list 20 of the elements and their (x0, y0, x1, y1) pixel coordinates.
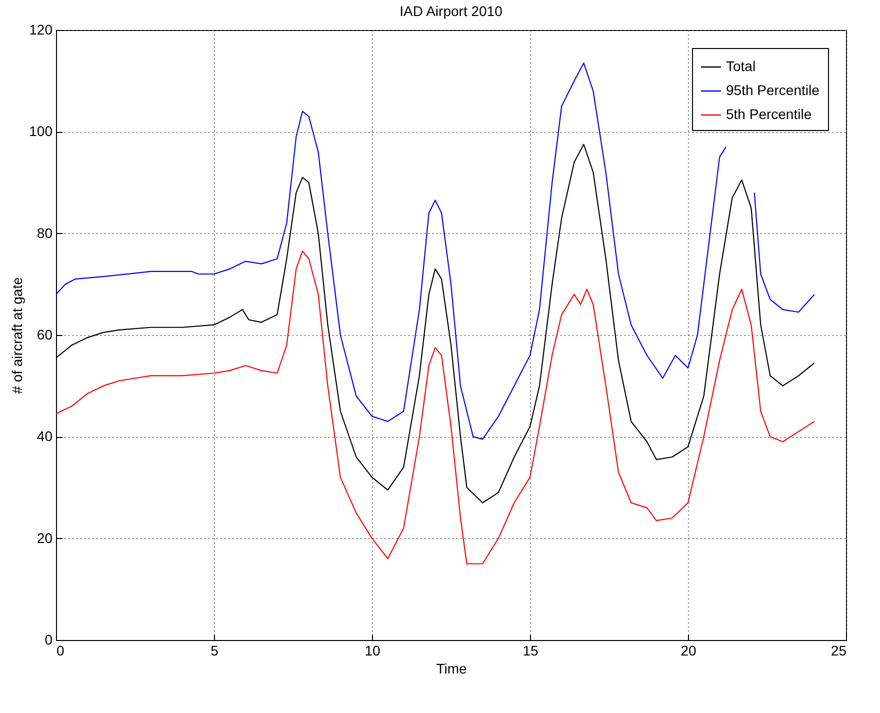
y-tick-label: 40 (36, 428, 53, 444)
x-tick-label: 25 (830, 642, 847, 658)
y-tick-label: 80 (36, 224, 53, 241)
y-tick-label: 20 (36, 530, 53, 546)
chart-title: IAD Airport 2010 (400, 3, 503, 19)
x-tick-label: 5 (210, 642, 219, 658)
legend-label: Total (726, 58, 756, 74)
y-tick-label: 120 (29, 22, 53, 38)
x-tick-label: 15 (522, 642, 538, 658)
y-tick-label: 0 (44, 632, 53, 648)
y-axis-title: # of aircraft at gate (9, 276, 26, 394)
x-tick-label: 20 (680, 642, 696, 658)
y-tick-label: 100 (29, 123, 53, 140)
line-series (55, 250, 815, 564)
y-tick-label: 60 (36, 326, 53, 342)
x-tick-label: 0 (56, 642, 64, 658)
x-tick-label: 10 (364, 642, 380, 658)
legend-label: 5th Percentile (726, 106, 812, 122)
x-axis-title: Time (436, 660, 468, 676)
legend-label: 95th Percentile (726, 82, 820, 98)
